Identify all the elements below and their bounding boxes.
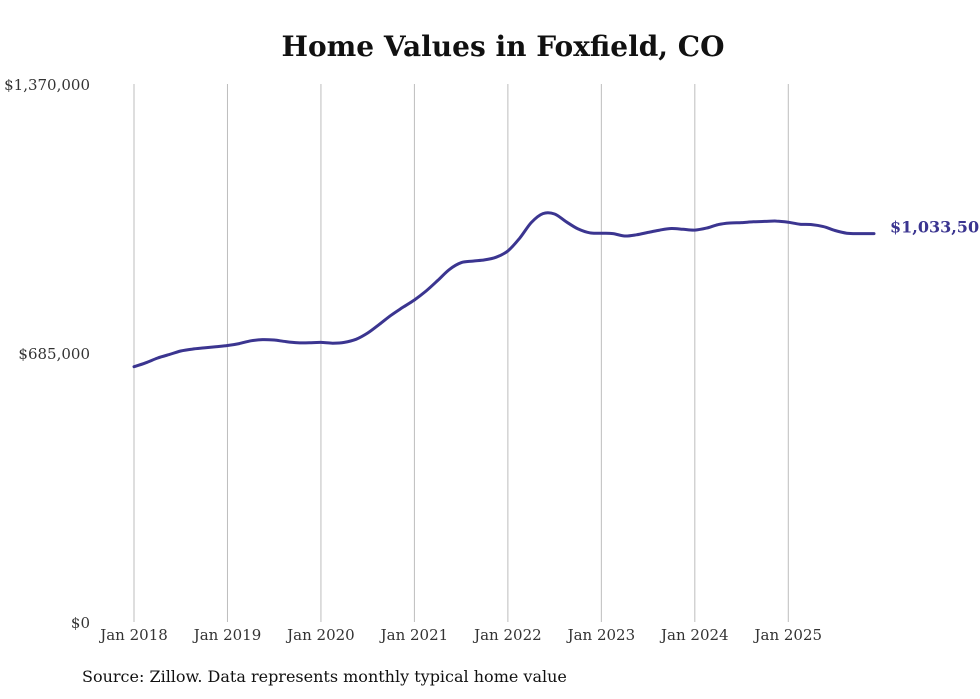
x-tick-label: Jan 2021 [379, 626, 449, 644]
chart-title: Home Values in Foxfield, CO [281, 30, 725, 63]
series-line [132, 211, 876, 369]
y-tick-label: $1,370,000 [4, 76, 90, 94]
x-tick-label: Jan 2023 [566, 626, 636, 644]
x-tick-label: Jan 2022 [472, 626, 542, 644]
y-axis: $0 $685,000 $1,370,000 [4, 76, 90, 632]
y-tick-label: $685,000 [18, 345, 90, 363]
gridlines [133, 84, 789, 622]
x-tick-label: Jan 2019 [192, 626, 262, 644]
y-tick-label: $0 [71, 614, 90, 632]
source-note: Source: Zillow. Data represents monthly … [82, 667, 567, 686]
x-tick-label: Jan 2025 [753, 626, 823, 644]
x-tick-label: Jan 2020 [285, 626, 355, 644]
series-group: $1,033,503 [132, 211, 980, 369]
end-value-label: $1,033,503 [890, 218, 980, 237]
x-axis: Jan 2018 Jan 2019 Jan 2020 Jan 2021 Jan 2022… [98, 626, 822, 644]
x-tick-label: Jan 2024 [659, 626, 729, 644]
x-tick-label: Jan 2018 [98, 626, 168, 644]
